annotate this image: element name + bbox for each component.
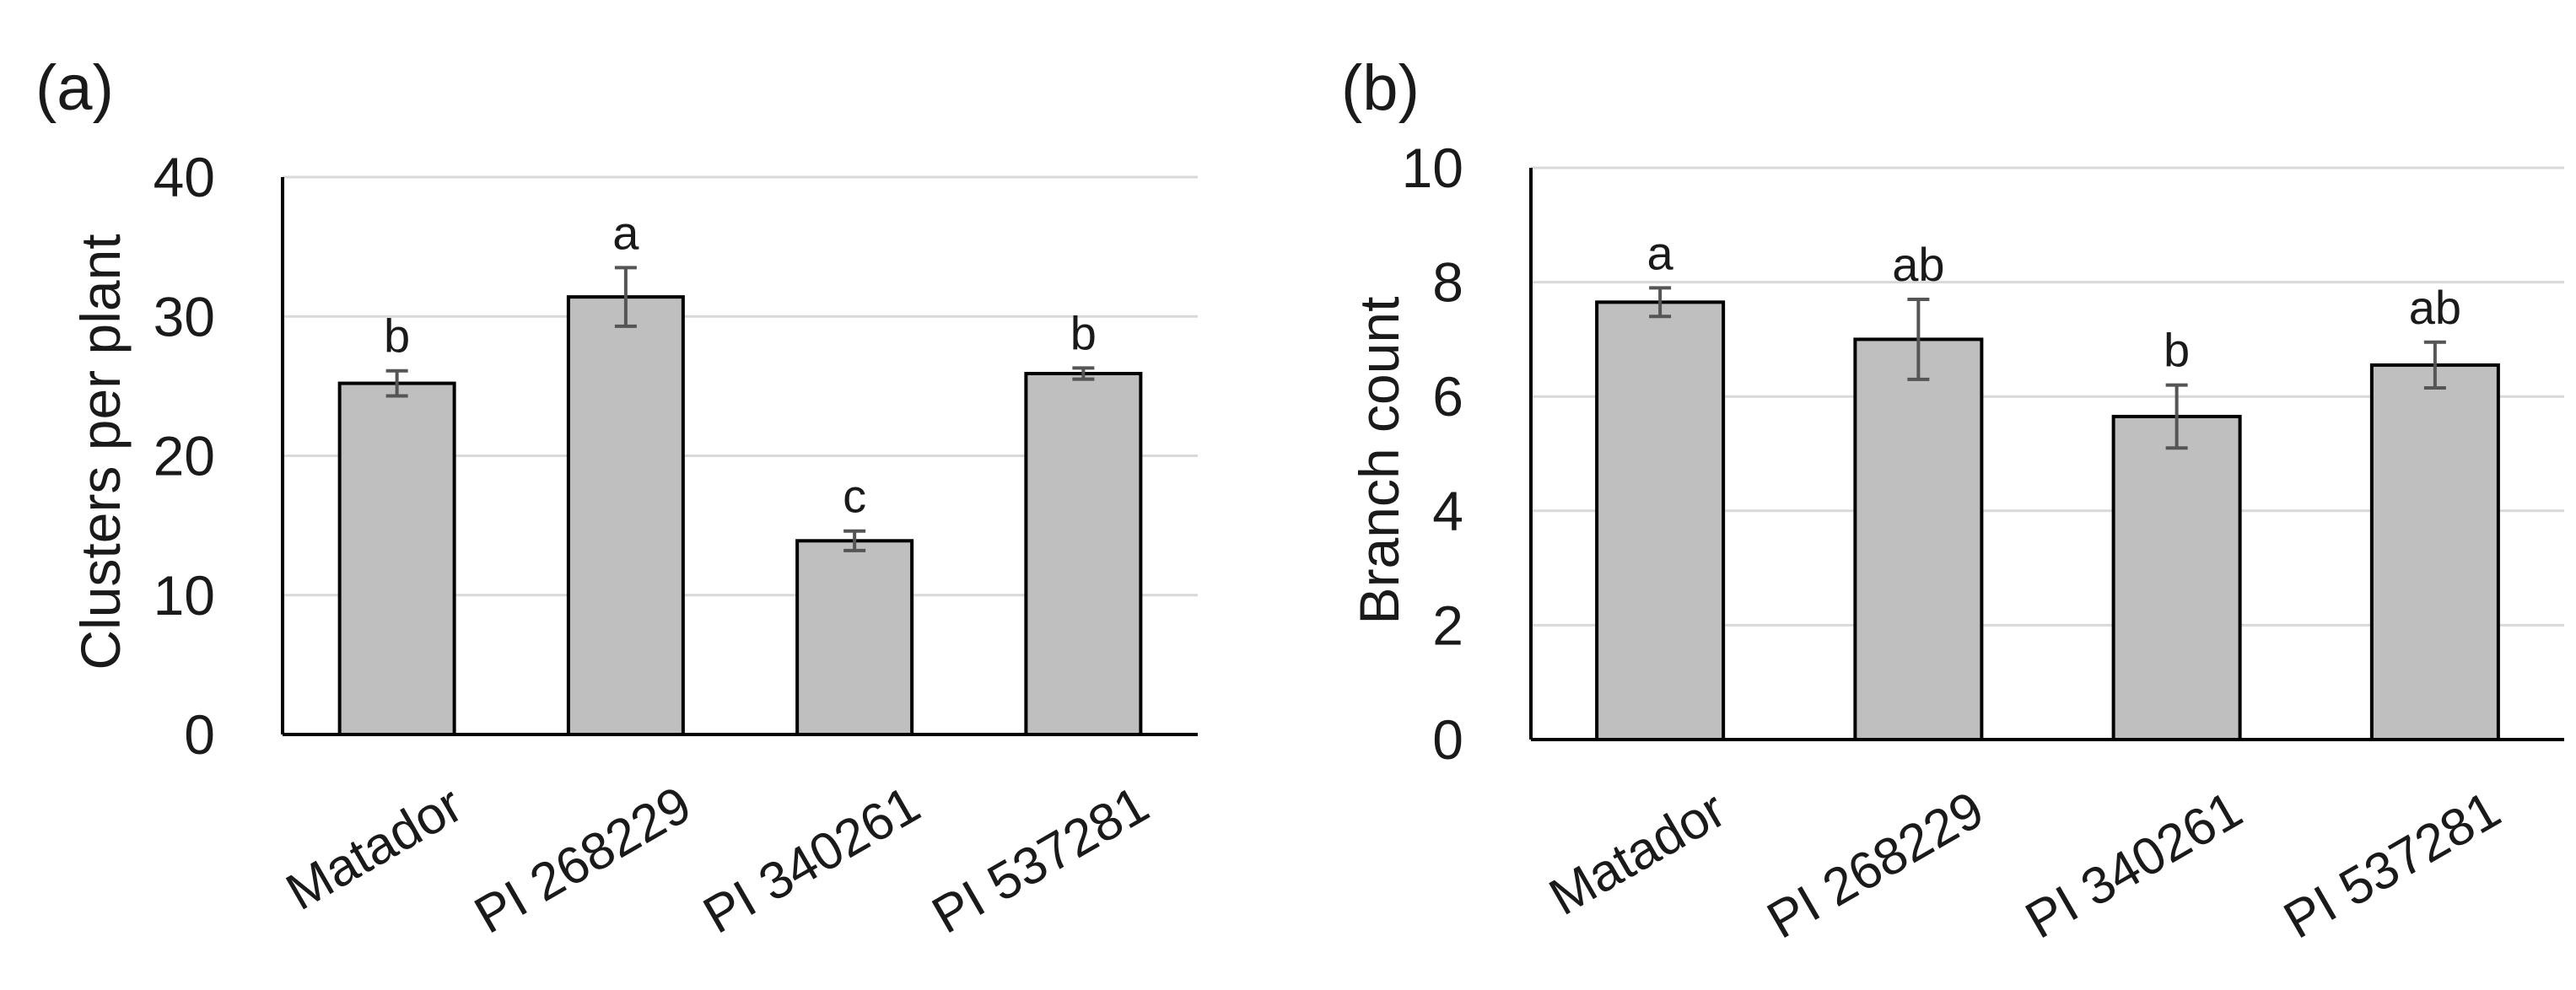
- y-axis-label-b: Branch count: [1348, 297, 1410, 625]
- significance-letter-b: b: [2164, 324, 2190, 377]
- x-tick-label-a: PI 537281: [923, 775, 1158, 944]
- panel-b: (b) Branch count 0 2 4 6 8 10 a Matador ab PI 268…: [1341, 52, 2564, 950]
- x-tick-label-a: PI 340261: [694, 775, 930, 944]
- x-tick-label-b: PI 537281: [2275, 780, 2510, 950]
- significance-letter-b: a: [1647, 226, 1674, 279]
- significance-letter-a: b: [384, 309, 410, 363]
- panel-label-b: (b): [1341, 52, 1420, 124]
- bar-a: [337, 381, 456, 736]
- significance-letter-a: a: [612, 206, 639, 259]
- bar-b: [2369, 363, 2500, 741]
- y-tick-label-a: 20: [154, 425, 215, 487]
- y-tick-label-b: 0: [1432, 708, 1463, 771]
- x-tick-label-b: Matador: [1540, 780, 1735, 926]
- significance-letter-a: b: [1070, 306, 1097, 359]
- y-tick-label-b: 4: [1432, 480, 1463, 542]
- significance-letter-a: c: [843, 470, 866, 523]
- panel-a: (a) Clusters per plant 0 10 20 30 40 b Matador…: [35, 52, 1198, 945]
- bar-b: [1853, 337, 1984, 741]
- x-tick-label-a: PI 268229: [466, 775, 701, 944]
- panel-label-a: (a): [35, 52, 114, 124]
- y-tick-label-b: 2: [1432, 594, 1463, 656]
- y-tick-label-a: 30: [154, 285, 215, 347]
- y-tick-label-a: 0: [184, 703, 215, 766]
- bar-a: [795, 539, 914, 736]
- bar-a: [1024, 372, 1143, 736]
- y-axis-label-a: Clusters per plant: [69, 234, 132, 670]
- bar-a: [566, 295, 685, 736]
- x-tick-label-a: Matador: [277, 775, 472, 921]
- y-tick-label-b: 6: [1432, 365, 1463, 428]
- plot-area-a: 0 10 20 30 40 b Matador a PI 268229 c PI 340261 b PI…: [154, 146, 1198, 945]
- bar-b: [2111, 414, 2242, 741]
- x-tick-label-b: PI 268229: [1758, 780, 1993, 950]
- y-tick-label-b: 10: [1402, 137, 1463, 199]
- significance-letter-b: ab: [2409, 281, 2461, 334]
- plot-area-b: 0 2 4 6 8 10 a Matador ab PI 268229 b PI 340261 ab PI…: [1402, 137, 2564, 950]
- y-tick-label-b: 8: [1432, 251, 1463, 314]
- bar-b: [1595, 300, 1726, 741]
- y-tick-label-a: 40: [154, 146, 215, 208]
- significance-letter-b: ab: [1892, 238, 1944, 291]
- y-tick-label-a: 10: [154, 564, 215, 627]
- x-tick-label-b: PI 340261: [2016, 780, 2251, 950]
